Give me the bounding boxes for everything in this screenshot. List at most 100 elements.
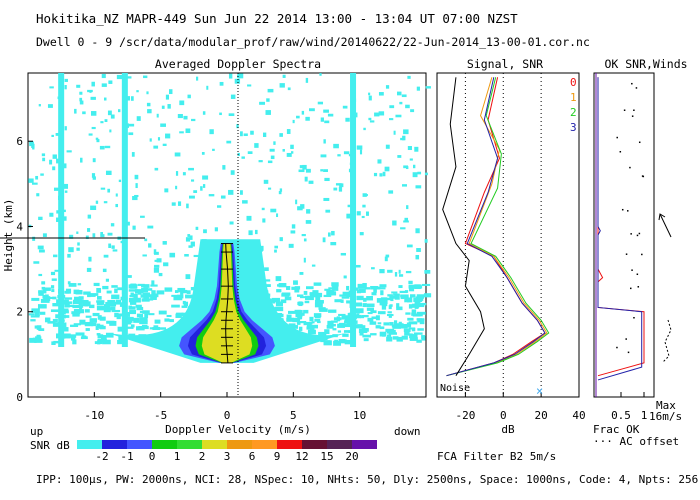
spectra-noise-cell [343,330,351,333]
spectra-noise-cell [89,304,95,309]
spectra-noise-cell [359,232,364,236]
spectra-noise-cell [61,310,66,315]
colorbar-tick-label: 12 [295,450,308,463]
spectra-noise-cell [380,300,388,304]
spectra-noise-cell [408,304,413,309]
spectra-noise-cell [214,227,218,232]
spectra-noise-cell [70,336,76,341]
spectra-noise-cell [318,307,326,310]
winds-dot [637,286,640,288]
spectra-noise-cell [263,179,269,184]
spectra-noise-cell [304,176,308,182]
spectra-noise-cell [332,291,337,296]
spectra-noise-cell [77,242,80,246]
spectra-noise-cell [388,190,394,194]
spectra-noise-cell [103,304,111,309]
spectra-noise-cell [400,294,409,298]
spectra-noise-cell [141,287,149,293]
colorbar-cells [77,440,377,449]
spectra-noise-cell [401,94,407,98]
spectra-noise-cell [388,305,392,310]
colorbar-cell [252,440,277,449]
spectra-noise-cell [313,282,322,286]
spectra-noise-cell [309,292,318,298]
spectra-noise-cell [31,297,40,301]
spectra-noise-cell [269,148,275,152]
spectra-noise-cell [157,137,161,141]
spectra-noise-cell [177,114,183,119]
spectra-noise-cell [126,275,132,278]
spectra-noise-cell [401,335,408,340]
spectra-noise-cell [195,226,199,230]
spectra-noise-cell [363,297,367,302]
spectra-noise-cell [421,335,426,340]
spectra-noise-cell [115,313,124,317]
winds-dot [633,316,635,319]
spectra-noise-cell [295,312,305,316]
spectra-noise-cell [308,322,313,325]
spectra-noise-cell [111,309,121,313]
spectra-noise-cell [91,173,96,178]
spectra-noise-cell [341,315,349,320]
spectra-noise-cell [105,278,110,282]
spectra-noise-cell [68,283,77,287]
spectra-noise-cell [132,297,141,303]
spectra-noise-cell [301,234,306,237]
winds-dot [621,208,624,211]
spectra-noise-cell [413,285,423,289]
spectra-noise-cell [63,310,69,314]
spectra-noise-cell [130,292,134,296]
spectra-noise-cell [404,298,410,303]
spectra-noise-cell [57,333,65,338]
spectra-noise-cell [377,322,382,325]
spectra-noise-cell [185,274,191,280]
spectra-noise-cell [290,325,299,329]
spectra-noise-cell [52,154,57,159]
spectra-noise-cell [342,291,352,297]
spectra-noise-cell [331,323,336,327]
ac-offset-label: ··· AC offset [593,435,679,448]
spectra-noise-cell [175,171,179,176]
spectra-noise-cell [368,117,372,121]
spectra-noise-cell [291,151,294,154]
spectra-noise-cell [332,286,339,291]
noise-label: Noise [440,383,470,394]
spectra-noise-cell [359,149,363,155]
spectra-noise-cell [263,132,267,138]
wind-arrow-icon [658,213,672,238]
spectra-noise-cell [392,336,399,340]
spectra-noise-cell [158,310,167,315]
spectra-x-tick-label: -5 [154,409,167,422]
spectra-noise-cell [149,327,158,330]
spectra-noise-cell [398,274,404,277]
spectra-noise-cell [278,191,282,195]
spectra-noise-cell [73,296,82,301]
spectra-noise-cell [396,91,402,96]
spectra-noise-cell [64,290,70,294]
spectra-noise-cell [93,282,100,287]
spectra-band [350,73,357,347]
spectra-noise-cell [240,131,243,137]
spectra-noise-cell [315,300,324,304]
spectra-noise-cell [389,118,394,121]
spectra-noise-cell [408,327,416,330]
spectra-noise-cell [30,315,40,318]
spectra-noise-cell [309,328,315,332]
spectra-noise-cell [35,336,42,341]
spectra-noise-cell [84,302,89,307]
spectra-noise-cell [305,77,309,83]
spectra-noise-cell [79,97,83,102]
spectra-noise-cell [42,233,47,237]
colorbar-cell [77,440,102,449]
spectra-noise-cell [111,245,115,249]
spectra-noise-cell [95,137,99,140]
spectra-noise-cell [31,308,40,313]
winds-lines [595,73,645,397]
spectra-noise-cell [403,328,411,333]
spectra-noise-cell [119,302,127,307]
spectra-noise-cell [414,304,419,309]
colorbar-cell [352,440,377,449]
spectra-noise-cell [220,195,226,199]
spectra-noise-cell [92,312,100,317]
spectra-noise-cell [164,318,170,322]
